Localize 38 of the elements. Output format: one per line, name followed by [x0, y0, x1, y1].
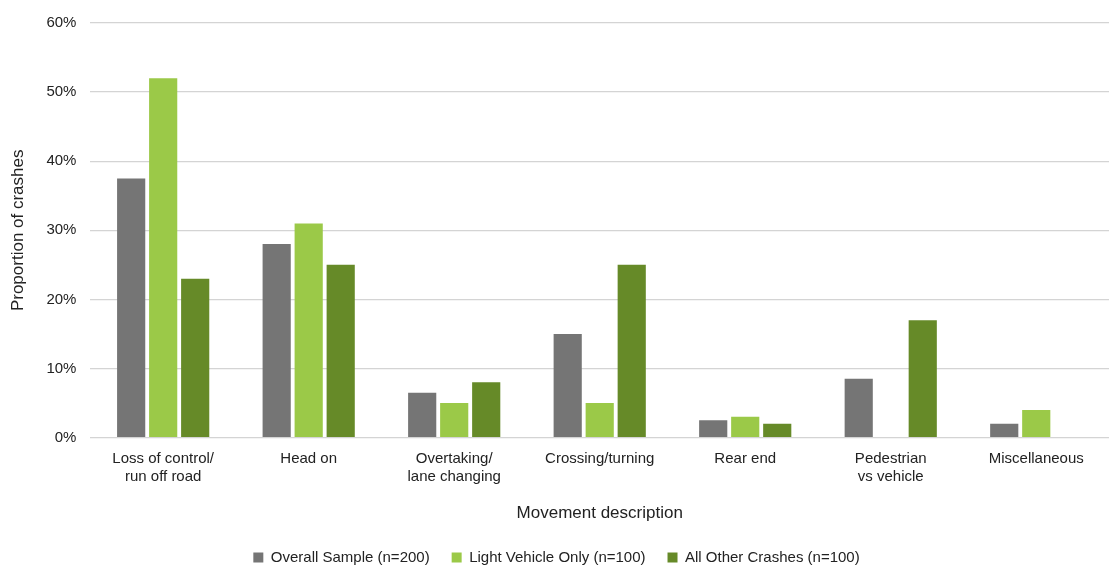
y-tick-label: 20%: [46, 289, 77, 307]
bar: [699, 420, 728, 437]
bar: [908, 320, 937, 437]
bar: [990, 423, 1019, 437]
x-tick-label: Overtaking/ lane changing: [407, 448, 501, 484]
x-tick-label: Rear end: [714, 448, 777, 466]
bar: [585, 403, 614, 437]
y-tick-label: 30%: [46, 220, 77, 238]
x-tick-label: Pedestrian vs vehicle: [854, 448, 927, 484]
x-tick-label: Loss of control/ run off road: [112, 448, 215, 484]
bar: [326, 264, 355, 437]
legend-label: All Other Crashes (n=100): [685, 547, 860, 565]
bar: [763, 423, 792, 437]
bar: [553, 333, 582, 437]
x-tick-label: Crossing/turning: [545, 448, 655, 466]
y-tick-label: 60%: [46, 13, 77, 31]
bar: [1022, 409, 1051, 437]
y-axis-title: Proportion of crashes: [7, 149, 27, 312]
x-tick-label: Miscellaneous: [988, 448, 1084, 466]
legend-label: Light Vehicle Only (n=100): [469, 547, 646, 565]
bar: [149, 78, 178, 437]
bar: [472, 382, 501, 437]
bar: [731, 416, 760, 437]
y-tick-label: 40%: [46, 151, 77, 169]
bar: [117, 178, 146, 437]
x-axis-title: Movement description: [516, 503, 683, 523]
x-tick-label: Head on: [280, 448, 338, 466]
bar: [294, 223, 323, 437]
bar: [617, 264, 646, 437]
bar: [262, 244, 291, 437]
bar: [181, 278, 210, 437]
bar: [440, 403, 469, 437]
y-tick-label: 50%: [46, 82, 77, 100]
y-tick-label: 10%: [46, 358, 77, 376]
bar: [408, 392, 437, 437]
legend-label: Overall Sample (n=200): [270, 547, 430, 565]
bar: [844, 378, 873, 437]
y-tick-label: 0%: [54, 427, 77, 445]
